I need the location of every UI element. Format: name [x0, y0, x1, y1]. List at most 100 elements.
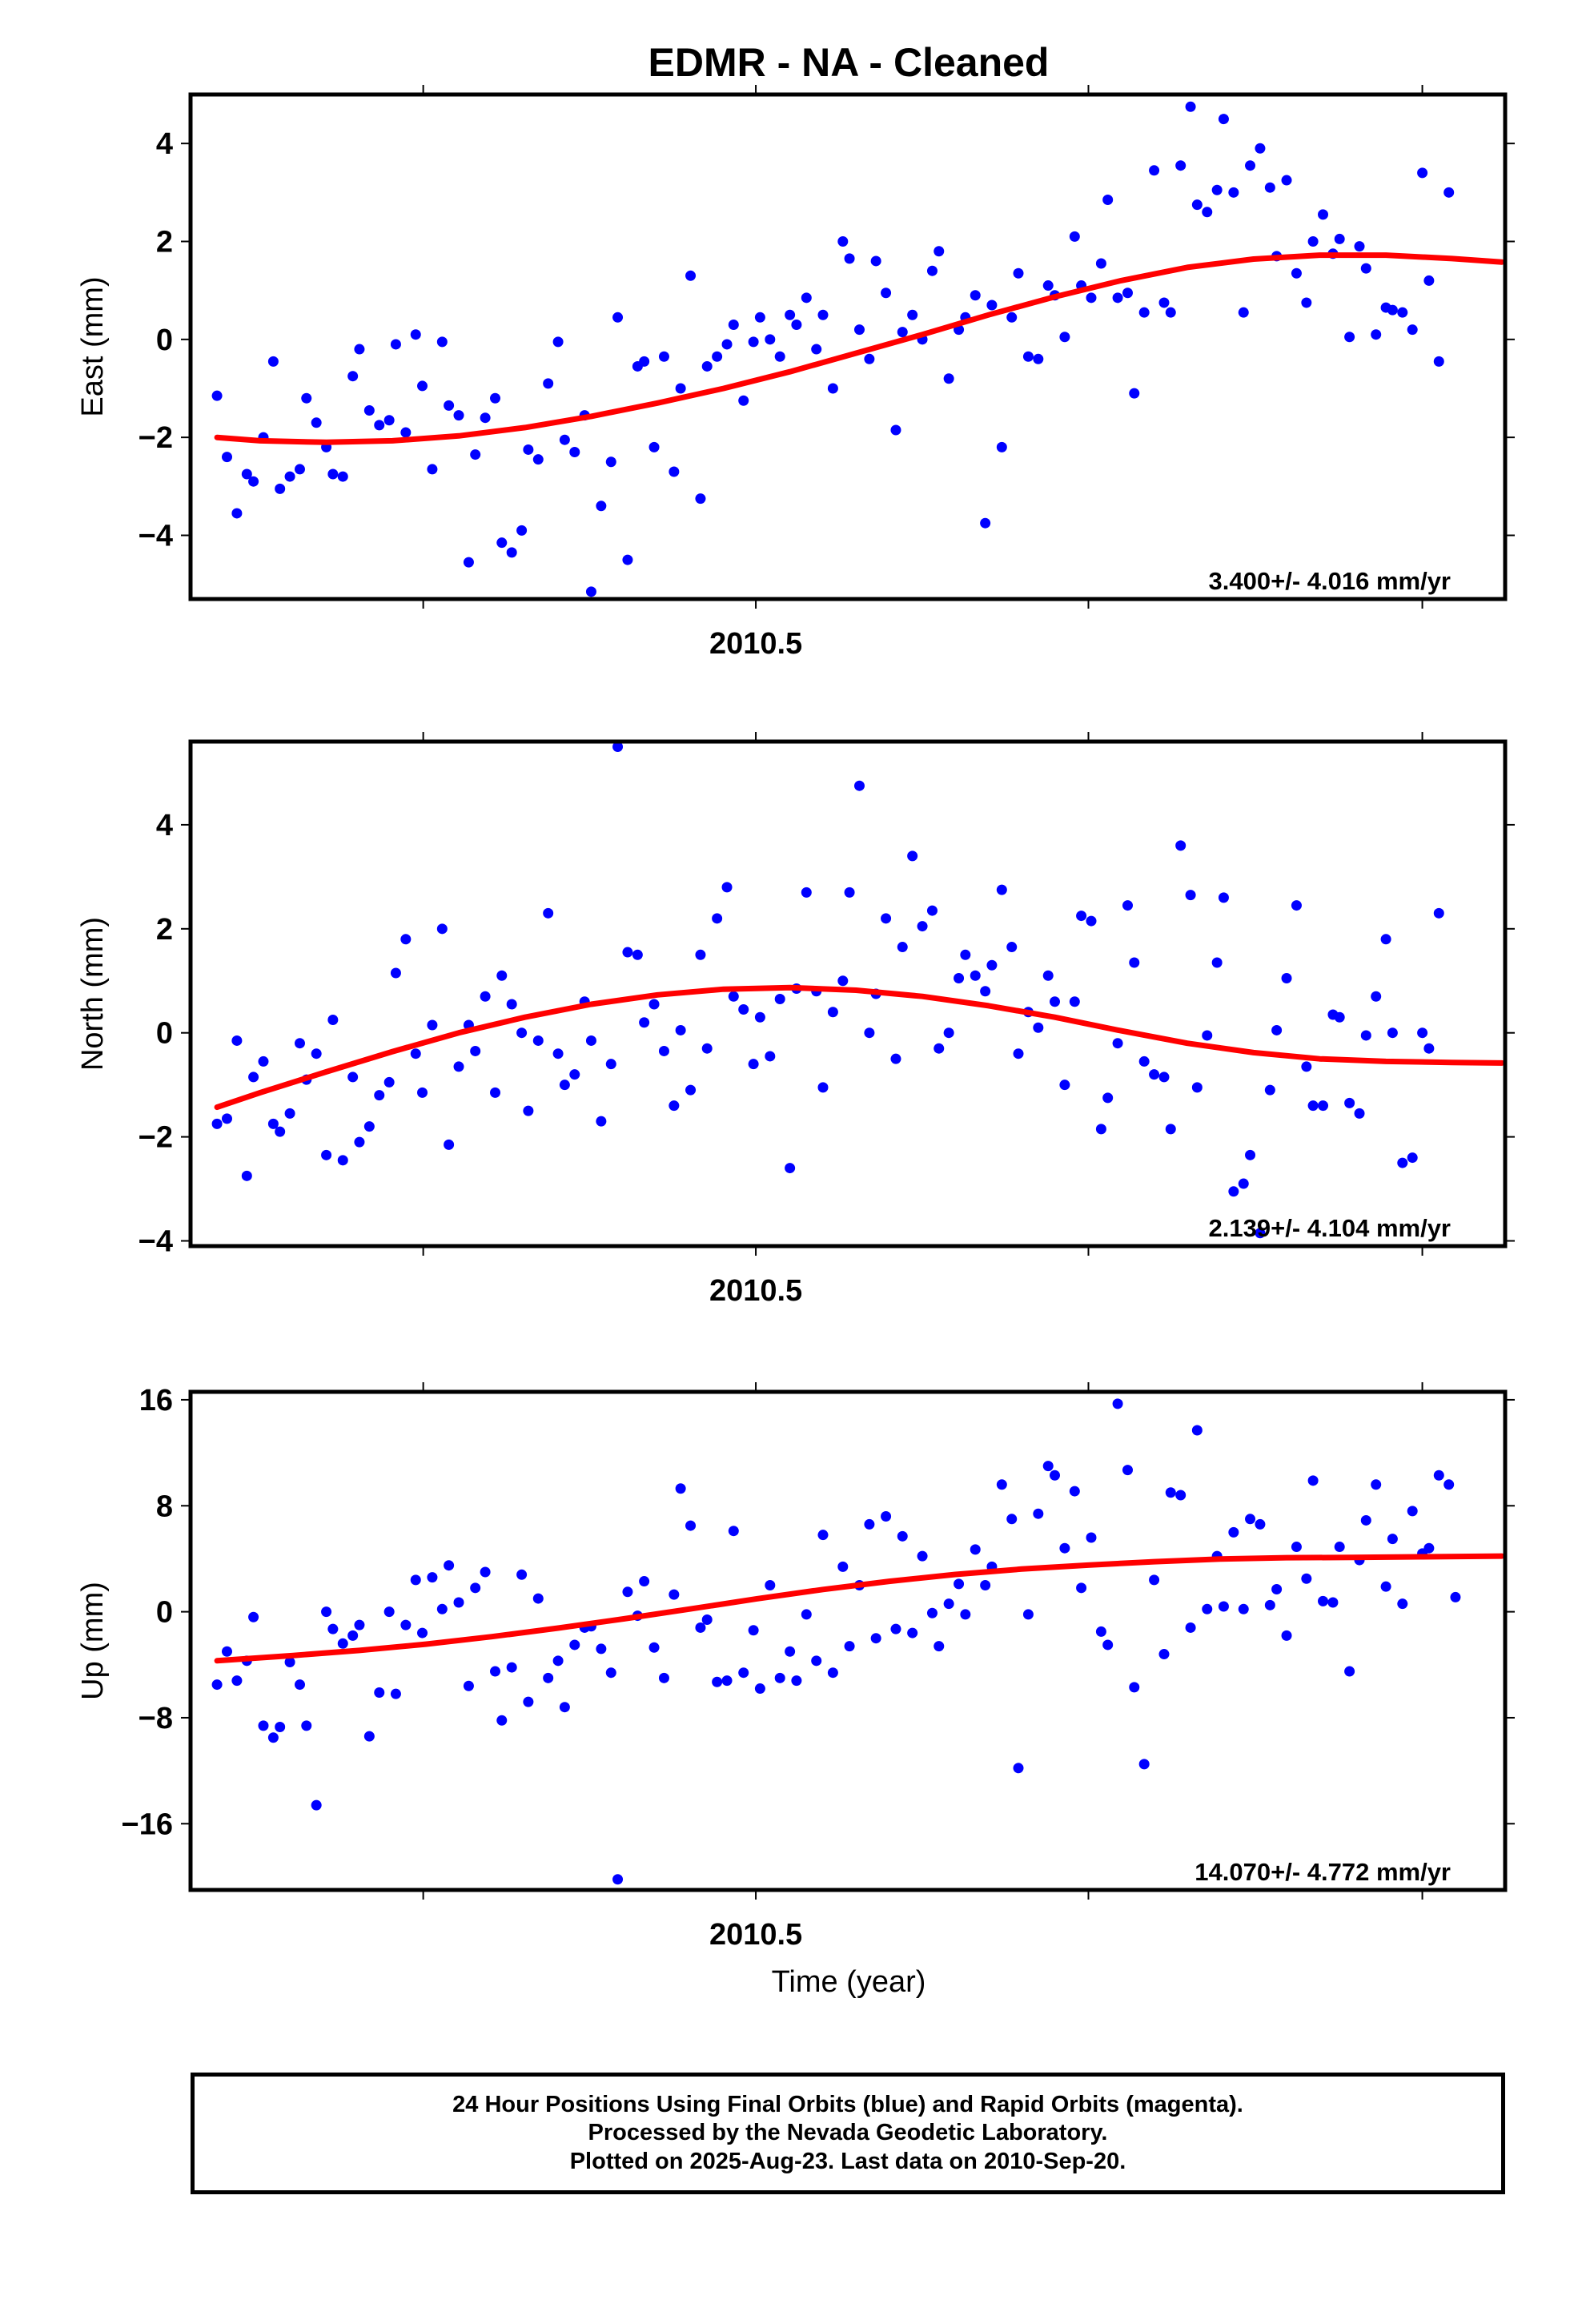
north-data-point [221, 1113, 232, 1124]
east-data-point [1102, 195, 1114, 206]
up-data-point [1423, 1542, 1435, 1554]
east-data-point [1185, 101, 1196, 112]
east-data-point [675, 383, 686, 394]
east-data-point [1354, 241, 1365, 252]
up-data-point [1245, 1514, 1256, 1525]
north-data-point [648, 999, 660, 1010]
north-data-point [738, 1003, 749, 1015]
east-data-point [712, 351, 723, 362]
up-data-point [1076, 1582, 1087, 1594]
north-data-point [1149, 1069, 1160, 1080]
east-data-point [801, 292, 812, 304]
east-data-point [785, 309, 796, 320]
north-data-point [1487, 0, 1497, 6]
north-data-point [1033, 1022, 1044, 1033]
north-data-point [685, 1084, 697, 1096]
east-data-point [337, 471, 348, 482]
up-data-point [721, 1675, 733, 1687]
north-data-point [1245, 1149, 1256, 1160]
east-velocity-label: 3.400+/- 4.016 mm/yr [1209, 567, 1451, 595]
north-points [211, 0, 1497, 1239]
north-data-point [1175, 840, 1186, 851]
north-data-point [837, 975, 849, 987]
up-data-point [470, 1582, 481, 1594]
up-data-point [1344, 1666, 1355, 1677]
footer-info-box: 24 Hour Positions Using Final Orbits (bl… [191, 2073, 1505, 2194]
north-data-point [1264, 1084, 1275, 1096]
east-data-point [1477, 0, 1488, 6]
up-data-point [543, 1672, 554, 1683]
up-data-point [496, 1715, 508, 1726]
north-data-point [1218, 892, 1229, 903]
up-panel: 2010.5 −16 −8 0 8 16 Up (mm) 14.070+/- 4.772 mm… [76, 1382, 1515, 1952]
north-data-point [853, 780, 865, 791]
east-data-point [1433, 356, 1444, 367]
north-data-point [231, 1035, 243, 1046]
east-data-point [1022, 351, 1034, 362]
up-data-point [258, 1720, 269, 1731]
up-data-point [1191, 1425, 1203, 1436]
east-data-point [221, 452, 232, 463]
east-fit-curve [214, 252, 1505, 445]
east-data-point [622, 554, 633, 565]
east-data-point [970, 290, 981, 301]
up-data-point [639, 1576, 650, 1587]
north-data-point [267, 1118, 279, 1129]
east-data-point [496, 537, 508, 549]
up-data-point [337, 1638, 348, 1649]
east-data-point [996, 441, 1007, 452]
north-data-point [400, 934, 412, 945]
east-data-point [506, 547, 517, 558]
east-data-point [1450, 0, 1460, 6]
north-data-point [417, 1087, 428, 1098]
east-data-point [294, 464, 305, 475]
north-data-point [506, 999, 517, 1010]
east-data-point [241, 468, 252, 480]
north-data-point [427, 1019, 438, 1031]
east-data-point [301, 392, 312, 404]
up-data-point [1228, 1526, 1239, 1538]
up-data-point [774, 1672, 785, 1683]
up-data-point [1022, 1609, 1034, 1620]
north-data-point [337, 1155, 348, 1166]
north-data-point [543, 907, 554, 919]
north-y-tick-label: 2 [156, 913, 173, 947]
up-data-point [1327, 1597, 1339, 1608]
east-data-point [354, 344, 365, 355]
north-data-point [523, 1105, 534, 1116]
north-data-point [354, 1136, 365, 1148]
up-data-point [954, 1578, 965, 1590]
east-data-point [543, 378, 554, 389]
east-data-point [400, 427, 412, 438]
up-data-point [791, 1675, 802, 1687]
east-data-point [1291, 267, 1302, 279]
east-data-point [864, 353, 875, 364]
up-data-point [695, 1622, 706, 1633]
up-data-point [669, 1589, 680, 1600]
north-data-point [926, 905, 938, 916]
up-data-point [1443, 1479, 1455, 1490]
east-data-point [1122, 287, 1133, 299]
north-data-point [1165, 1124, 1176, 1135]
north-data-point [1443, 0, 1454, 6]
north-data-point [1138, 1055, 1150, 1067]
north-data-point [241, 1170, 252, 1181]
east-data-point [1344, 332, 1355, 343]
east-data-point [516, 525, 528, 536]
up-data-point [1185, 1622, 1196, 1633]
up-data-point [926, 1607, 938, 1618]
east-data-point [1218, 114, 1229, 125]
up-data-point [970, 1544, 981, 1555]
up-data-point [1291, 1542, 1302, 1553]
north-panel: 2010.5 −4 −2 0 2 4 North (mm) 2.139+/- 4.104 mm… [76, 0, 1515, 1308]
north-data-point [1006, 942, 1018, 953]
east-data-point [311, 417, 322, 428]
east-data-point [1175, 160, 1186, 171]
up-data-point [231, 1675, 243, 1687]
north-data-point [596, 1116, 607, 1127]
east-data-point [1443, 187, 1455, 198]
up-data-point [506, 1662, 517, 1673]
north-data-point [980, 986, 991, 997]
east-y-axis-label: East (mm) [76, 276, 110, 416]
up-data-point [738, 1667, 749, 1679]
